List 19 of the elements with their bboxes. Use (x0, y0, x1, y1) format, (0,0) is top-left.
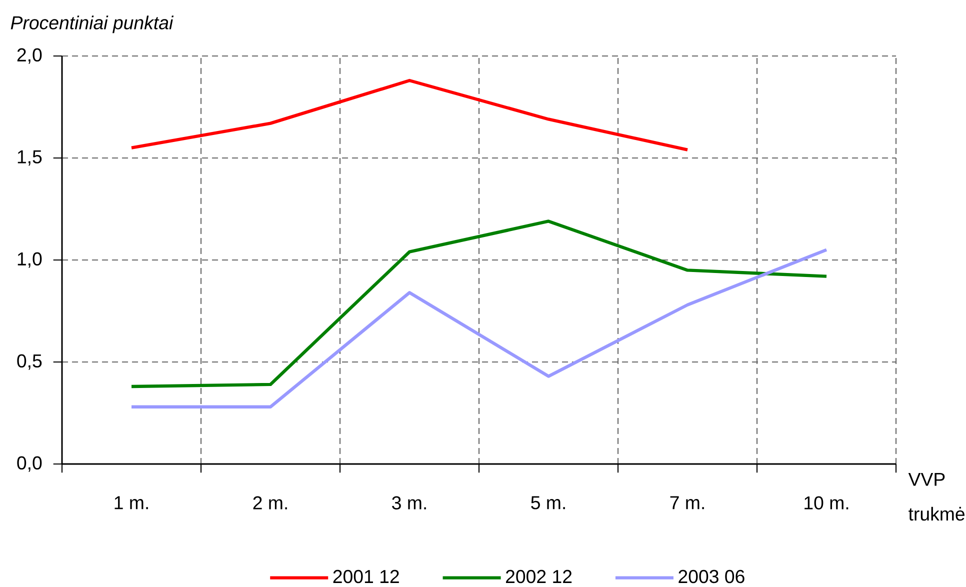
legend-label: 2002 12 (506, 570, 572, 584)
legend-label: 2003 06 (678, 570, 744, 584)
x-tick-label: 3 m. (392, 496, 426, 510)
line-series (130, 78, 690, 152)
y-axis-title: Procentiniai punktai (10, 16, 174, 34)
x-tick-label: 7 m. (670, 496, 704, 510)
y-tick-label: 1,5 (18, 150, 42, 166)
x-tick-label: 5 m. (531, 496, 565, 510)
y-tick-label: 0,0 (17, 456, 42, 472)
x-tick-label: 10 m. (804, 496, 848, 510)
y-tick-label: 1,0 (18, 252, 42, 268)
x-tick-label: 1 m. (114, 496, 148, 510)
x-axis-title: VVP trukmė (908, 472, 964, 521)
line-series (130, 248, 828, 408)
legend-label: 2001 12 (333, 570, 399, 584)
y-tick-label: 0,5 (17, 354, 42, 370)
y-tick-label: 2,0 (17, 48, 42, 64)
line-series (130, 220, 828, 388)
x-tick-label: 2 m. (253, 496, 287, 510)
